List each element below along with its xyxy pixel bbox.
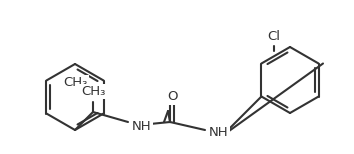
Text: O: O xyxy=(167,90,177,103)
Text: CH₃: CH₃ xyxy=(81,85,105,98)
Text: NH: NH xyxy=(209,126,229,138)
Text: NH: NH xyxy=(132,120,152,132)
Text: Cl: Cl xyxy=(267,30,280,43)
Text: CH₃: CH₃ xyxy=(63,76,87,89)
Text: O: O xyxy=(165,91,175,104)
